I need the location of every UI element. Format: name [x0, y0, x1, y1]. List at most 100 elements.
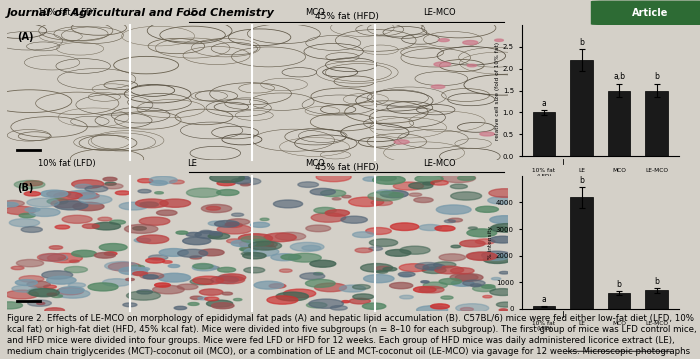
Circle shape: [125, 224, 158, 233]
Circle shape: [391, 223, 419, 230]
Bar: [645, 91, 668, 156]
Circle shape: [434, 62, 451, 66]
Circle shape: [43, 285, 57, 289]
Circle shape: [261, 246, 276, 250]
Circle shape: [482, 251, 511, 259]
Circle shape: [217, 181, 235, 186]
Circle shape: [9, 219, 40, 227]
Text: b: b: [654, 73, 659, 81]
Circle shape: [162, 261, 172, 263]
Circle shape: [489, 226, 508, 232]
Circle shape: [149, 181, 167, 185]
Circle shape: [475, 239, 495, 244]
Circle shape: [489, 189, 521, 197]
Circle shape: [98, 217, 112, 221]
Circle shape: [390, 283, 413, 289]
Circle shape: [143, 275, 158, 279]
Circle shape: [290, 242, 324, 251]
Circle shape: [275, 232, 306, 241]
Circle shape: [227, 219, 250, 225]
Bar: [570, 197, 593, 309]
Circle shape: [62, 215, 92, 223]
Circle shape: [239, 176, 249, 179]
Circle shape: [349, 197, 384, 206]
Text: (A): (A): [17, 32, 34, 42]
Circle shape: [314, 208, 336, 213]
Text: LE: LE: [187, 8, 197, 17]
Text: 10% fat
(LFD): 10% fat (LFD): [533, 168, 556, 179]
Text: LE: LE: [187, 159, 197, 168]
Circle shape: [271, 254, 298, 261]
Circle shape: [102, 279, 131, 286]
Circle shape: [2, 200, 25, 206]
Text: a,b: a,b: [613, 73, 625, 81]
Circle shape: [47, 276, 76, 284]
Circle shape: [410, 193, 421, 196]
Circle shape: [341, 216, 368, 223]
Circle shape: [435, 266, 463, 274]
Circle shape: [467, 64, 477, 67]
Circle shape: [400, 295, 413, 299]
Circle shape: [433, 262, 456, 268]
Circle shape: [355, 248, 372, 253]
Circle shape: [193, 264, 217, 271]
Text: Journal of Agricultural and Food Chemistry: Journal of Agricultural and Food Chemist…: [7, 8, 275, 18]
Circle shape: [218, 274, 246, 281]
Circle shape: [274, 200, 302, 208]
Circle shape: [225, 223, 239, 226]
Circle shape: [302, 246, 321, 251]
Text: MCO: MCO: [612, 321, 626, 326]
Circle shape: [211, 276, 239, 284]
Circle shape: [227, 239, 243, 243]
Circle shape: [393, 182, 424, 190]
Circle shape: [340, 285, 365, 292]
Circle shape: [467, 229, 497, 237]
Circle shape: [398, 272, 415, 276]
Circle shape: [415, 175, 443, 183]
Circle shape: [491, 224, 523, 232]
Circle shape: [458, 176, 475, 180]
Circle shape: [422, 267, 446, 274]
Circle shape: [284, 289, 316, 298]
Circle shape: [305, 279, 335, 287]
Circle shape: [276, 292, 309, 301]
Circle shape: [435, 226, 455, 231]
Circle shape: [314, 272, 323, 275]
Circle shape: [321, 190, 346, 197]
Circle shape: [288, 253, 321, 262]
FancyBboxPatch shape: [592, 1, 700, 24]
Circle shape: [92, 222, 120, 230]
Circle shape: [353, 232, 374, 238]
Circle shape: [452, 280, 474, 286]
Circle shape: [240, 247, 255, 251]
Circle shape: [279, 269, 292, 272]
Circle shape: [467, 252, 498, 260]
Circle shape: [430, 181, 448, 185]
Circle shape: [155, 192, 163, 194]
Circle shape: [38, 253, 66, 261]
Text: b: b: [654, 277, 659, 286]
Circle shape: [310, 260, 336, 267]
Circle shape: [125, 278, 134, 281]
Circle shape: [58, 257, 68, 260]
Circle shape: [496, 302, 515, 307]
Circle shape: [383, 267, 397, 271]
Circle shape: [316, 172, 351, 182]
Bar: [570, 60, 593, 156]
Circle shape: [76, 193, 99, 199]
Circle shape: [332, 198, 341, 200]
Circle shape: [48, 253, 83, 263]
Circle shape: [200, 230, 211, 233]
Circle shape: [55, 225, 69, 229]
Text: 45% fat (HFD): 45% fat (HFD): [598, 206, 640, 211]
Circle shape: [222, 292, 232, 295]
Circle shape: [198, 297, 208, 300]
Circle shape: [270, 284, 286, 288]
Circle shape: [105, 262, 138, 270]
Circle shape: [71, 250, 97, 257]
Circle shape: [330, 306, 347, 310]
Circle shape: [153, 285, 184, 294]
Circle shape: [88, 283, 118, 291]
Circle shape: [482, 285, 495, 288]
Circle shape: [57, 288, 83, 295]
